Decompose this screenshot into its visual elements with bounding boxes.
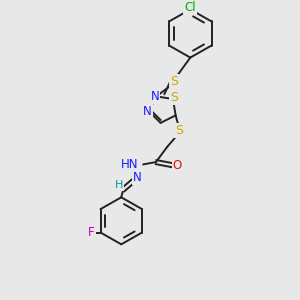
Text: O: O bbox=[173, 159, 182, 172]
Text: N: N bbox=[151, 90, 159, 103]
Text: F: F bbox=[88, 226, 95, 239]
Text: S: S bbox=[175, 124, 183, 137]
Text: Cl: Cl bbox=[184, 1, 196, 14]
Text: N: N bbox=[133, 171, 142, 184]
Text: H: H bbox=[115, 180, 123, 190]
Text: N: N bbox=[143, 105, 152, 118]
Text: S: S bbox=[170, 75, 178, 88]
Text: S: S bbox=[170, 91, 178, 104]
Text: HN: HN bbox=[121, 158, 139, 171]
